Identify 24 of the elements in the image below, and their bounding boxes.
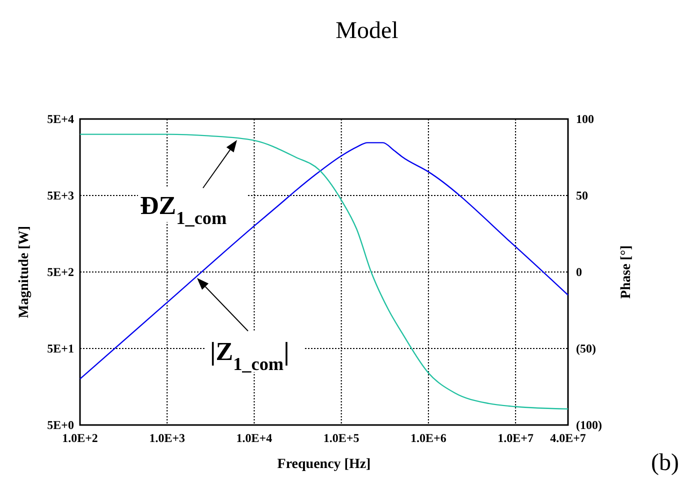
- y-tick-label: 5E+4: [47, 112, 74, 126]
- text: (b): [651, 450, 679, 476]
- x-tick-label: 1.0E+6: [410, 431, 446, 445]
- y2-tick-label: (100): [576, 418, 602, 432]
- x-tick-label: 1.0E+3: [149, 431, 186, 445]
- x-tick-label: 1.0E+7: [498, 431, 534, 445]
- x-tick-label: 1.0E+4: [236, 431, 272, 445]
- y2-tick-label: (50): [576, 342, 596, 356]
- x-tick-label: 1.0E+5: [323, 431, 360, 445]
- y-axis-title: Magnitude [W]: [17, 226, 32, 318]
- chart-title: Model: [336, 18, 399, 44]
- y-tick-label: 5E+1: [47, 342, 74, 356]
- annotation: |Z$_{1_com}$|: [210, 337, 290, 374]
- y2-tick-label: 0: [576, 265, 582, 279]
- y-tick-label: 5E+2: [47, 265, 74, 279]
- y2-axis-title: Phase [°]: [619, 245, 634, 299]
- y-tick-label: 5E+0: [47, 418, 74, 432]
- annotation: ÐZ$_{1_com}$: [140, 191, 227, 228]
- y2-tick-label: 50: [576, 188, 588, 202]
- x-tick-label: 4.0E+7: [550, 431, 586, 445]
- y2-tick-label: 100: [576, 112, 594, 126]
- x-tick-label: 1.0E+2: [62, 431, 98, 445]
- y-tick-label: 5E+3: [47, 188, 74, 202]
- x-axis-title: Frequency [Hz]: [277, 457, 371, 472]
